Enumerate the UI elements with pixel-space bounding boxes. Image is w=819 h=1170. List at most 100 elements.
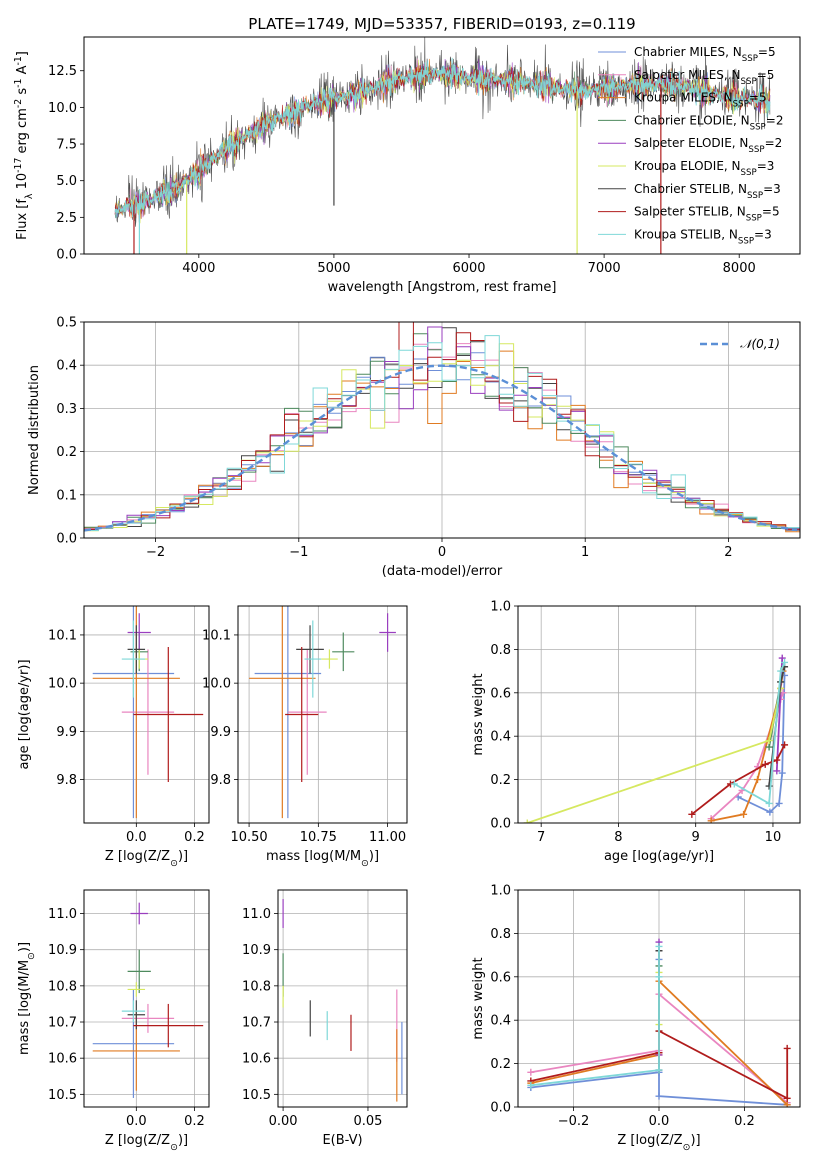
age_vs_Z-ylabel: age [log(age/yr)] (17, 659, 32, 769)
age_vs_Z-point-6 (127, 625, 146, 674)
mass_vs_Z-point-3 (127, 949, 151, 994)
age_vs_Z-xtick-label-0: 0.0 (126, 830, 147, 845)
massweight_vs_Z-marker-1-0 (527, 1068, 535, 1076)
spectrum-legend-label-1: Salpeter MILES, NSSP=5 (634, 68, 774, 87)
spectrum-xtick-label-2: 6000 (452, 261, 485, 276)
age_vs_mass-point-3 (332, 632, 355, 672)
massweight_vs_Z-marker-7-3 (783, 1094, 791, 1102)
mass_vs_EBV-plot-area (282, 899, 403, 1102)
spectrum-ytick-label-1: 2.5 (56, 211, 77, 226)
age_vs_Z-frame (83, 605, 210, 824)
mass_vs_EBV-ytick-label-3: 10.8 (242, 979, 271, 994)
age_vs_Z-ytick-label-0: 9.8 (56, 773, 77, 788)
massweight_vs_Z-marker-8-0 (527, 1081, 535, 1089)
massweight_vs_age-plot-area (523, 654, 789, 823)
age_vs_mass-point-1 (287, 649, 327, 775)
residuals-ytick-label-2: 0.2 (56, 445, 77, 460)
mass_vs_Z-ytick-label-3: 10.8 (48, 979, 77, 994)
massweight_vs_age-frame (517, 605, 801, 824)
massweight_vs_Z-marker-2-3 (783, 1101, 791, 1107)
age_vs_mass-point-6 (296, 625, 324, 674)
residuals-xtick-label-0: −2 (146, 545, 165, 560)
massweight_vs_age-xtick-label-0: 7 (537, 830, 545, 845)
mass_vs_EBV-xlabel: E(B-V) (322, 1133, 362, 1148)
massweight_vs_age-marker-7-0 (688, 810, 696, 818)
mass_vs_Z-point-4 (130, 902, 148, 925)
massweight_vs_Z-marker-8-2 (655, 942, 663, 950)
age_vs_mass-point-4 (379, 613, 396, 652)
age_vs_mass-ytick-label-2: 10.0 (202, 677, 231, 692)
spectrum-legend-label-8: Kroupa STELIB, NSSP=3 (634, 227, 772, 246)
mass_vs_Z-point-8 (121, 1000, 146, 1023)
spectrum-ytick-label-5: 12.5 (48, 64, 77, 79)
age_vs_mass-panel: 10.50 10.75 11.00 9.8 9.9 10.0 10.1 mass [log(M… (202, 605, 408, 869)
mass_vs_Z-xtick-label-1: 0.2 (184, 1114, 205, 1129)
massweight_vs_Z-line-8 (530, 946, 660, 1087)
massweight_vs_age-marker-7-4 (781, 741, 789, 749)
spectrum-xtick-label-4: 8000 (723, 261, 756, 276)
massweight_vs_age-ytick-label-1: 0.2 (490, 773, 511, 788)
spectrum-ylabel: Flux [fλ 10-17 erg cm-2 s-1 A-1] (13, 51, 35, 240)
age_vs_Z-xtick-label-1: 0.2 (184, 830, 205, 845)
age_vs_mass-ytick-label-0: 9.8 (210, 773, 231, 788)
mass_vs_EBV-ytick-label-0: 10.5 (242, 1088, 271, 1103)
massweight_vs_Z-plot-area (527, 938, 791, 1107)
massweight_vs_Z-xlabel: Z [log(Z/Z⊙)] (617, 1133, 700, 1153)
age_vs_mass-frame (237, 605, 408, 824)
age_vs_Z-panel: 0.0 0.2 9.8 9.9 10.0 10.1 Z [log(Z/Z⊙)] age [lo… (17, 605, 210, 869)
age_vs_mass-ytick-label-1: 9.9 (210, 725, 231, 740)
spectrum-xtick-label-1: 5000 (317, 261, 350, 276)
mass_vs_Z-point-7 (133, 1003, 204, 1048)
massweight_vs_age-panel: 7 8 9 10 0.0 0.2 0.4 0.6 0.8 1.0 age [log(age/yr)]… (471, 600, 801, 864)
massweight_vs_age-marker-2-1 (740, 810, 748, 818)
mass_vs_EBV-frame (277, 889, 408, 1108)
age_vs_mass-xtick-label-0: 10.50 (230, 830, 267, 845)
mass_vs_EBV-ytick-label-2: 10.7 (242, 1016, 271, 1031)
massweight_vs_age-xtick-label-2: 9 (692, 830, 700, 845)
age_vs_mass-point-2 (249, 606, 316, 819)
age_vs_mass-point-5 (321, 649, 338, 669)
age_vs_mass-plot-area (249, 606, 396, 819)
residuals-xtick-label-1: −1 (289, 545, 308, 560)
massweight_vs_age-marker-8-3 (781, 658, 789, 666)
mass_vs_Z-ytick-label-5: 11.0 (48, 907, 77, 922)
massweight_vs_age-xtick-label-1: 8 (614, 830, 622, 845)
residuals-ylabel: Normed distribution (27, 365, 42, 495)
massweight_vs_Z-ytick-label-1: 0.2 (490, 1057, 511, 1072)
massweight_vs_Z-xtick-label-2: 0.2 (734, 1114, 755, 1129)
residual-hist-8 (84, 335, 800, 533)
age_vs_Z-ytick-label-1: 9.9 (56, 725, 77, 740)
spectrum-plot-area (114, 37, 771, 254)
age_vs_Z-xlabel: Z [log(Z/Z⊙)] (105, 849, 188, 869)
spectrum-legend-label-6: Chabrier STELIB, NSSP=3 (634, 182, 781, 201)
residual-legend-label: 𝒩(0,1) (740, 337, 780, 351)
mass_vs_Z-xtick-label-0: 0.0 (126, 1114, 147, 1129)
spectrum-legend-label-3: Chabrier ELODIE, NSSP=2 (634, 113, 783, 132)
massweight_vs_age-marker-5-0 (523, 819, 531, 823)
massweight_vs_Z-marker-0-3 (655, 1092, 663, 1100)
spectrum-legend-label-4: Salpeter ELODIE, NSSP=2 (634, 136, 782, 155)
massweight_vs_age-marker-2-2 (754, 776, 762, 784)
massweight_vs_Z-ytick-label-2: 0.4 (490, 1014, 511, 1029)
age_vs_mass-point-7 (285, 646, 319, 783)
massweight_vs_Z-line-0 (530, 959, 788, 1106)
spectrum-frame (83, 36, 801, 255)
massweight_vs_Z-marker-7-4 (783, 1044, 791, 1052)
mass_vs_EBV-ytick-label-5: 11.0 (242, 907, 271, 922)
massweight_vs_age-ytick-label-0: 0.0 (490, 817, 511, 832)
massweight_vs_age-ylabel: mass weight (471, 673, 486, 755)
residuals-plot-area (84, 322, 800, 534)
spectrum-ytick-label-4: 10.0 (48, 101, 77, 116)
massweight_vs_age-marker-0-2 (775, 799, 783, 807)
mass_vs_Z-point-6 (127, 1000, 146, 1030)
massweight_vs_age-marker-8-0 (730, 780, 738, 788)
massweight_vs_Z-ytick-label-3: 0.6 (490, 970, 511, 985)
mass_vs_Z-ytick-label-0: 10.5 (48, 1088, 77, 1103)
mass_vs_EBV-xtick-label-0: 0.00 (269, 1114, 298, 1129)
age_vs_Z-point-1 (121, 649, 175, 775)
massweight_vs_Z-panel: −0.2 0.0 0.2 0.0 0.2 0.4 0.6 0.8 1.0 Z [log(Z/Z⊙)… (471, 884, 801, 1153)
massweight_vs_age-marker-0-1 (766, 808, 774, 816)
age_vs_mass-point-8 (304, 620, 322, 698)
